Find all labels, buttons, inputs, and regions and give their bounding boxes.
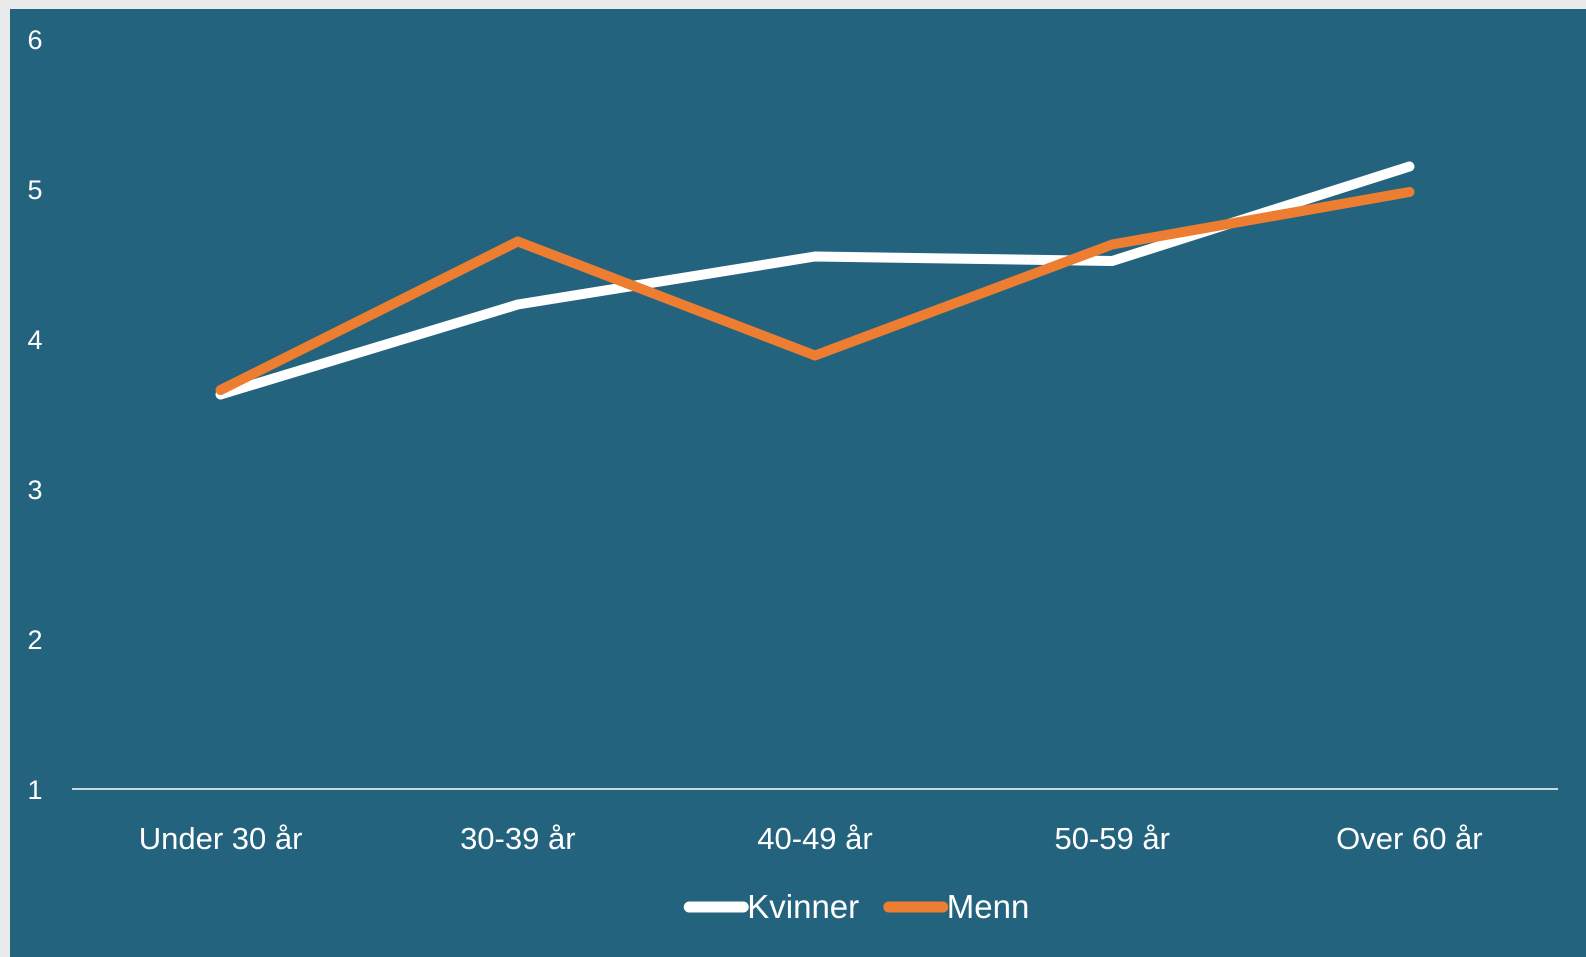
chart-area: 1 2 3 4 5 6 Under 30 år 30-39 år 40-49 år 50-59 … [10, 9, 1586, 957]
data-point-menn [215, 385, 226, 395]
y-tick-label: 3 [27, 475, 42, 505]
y-tick-label: 6 [27, 25, 42, 55]
data-point-menn [1404, 187, 1415, 197]
line-chart: 1 2 3 4 5 6 Under 30 år 30-39 år 40-49 år 50-59 … [27, 25, 1558, 925]
x-axis-tick-labels: Under 30 år 30-39 år 40-49 år 50-59 år Over … [139, 821, 1483, 856]
y-tick-label: 1 [27, 775, 42, 805]
legend: Kvinner Menn [683, 888, 1030, 925]
x-tick-label: 40-49 år [757, 821, 872, 856]
y-tick-label: 4 [27, 325, 42, 355]
data-point-kvinner [1404, 161, 1415, 172]
data-point-kvinner [810, 251, 820, 262]
legend-label-menn: Menn [947, 888, 1030, 925]
x-tick-label: Under 30 år [139, 821, 303, 856]
y-axis-tick-labels: 1 2 3 4 5 6 [27, 25, 42, 805]
data-point-menn [1107, 239, 1118, 250]
series-lines [215, 161, 1415, 400]
x-tick-label: Over 60 år [1336, 821, 1482, 856]
data-point-menn [512, 236, 523, 247]
data-point-kvinner [1107, 256, 1118, 266]
x-tick-label: 30-39 år [460, 821, 575, 856]
y-tick-label: 5 [27, 175, 42, 205]
legend-label-kvinner: Kvinner [747, 888, 859, 925]
x-tick-label: 50-59 år [1054, 821, 1169, 856]
y-tick-label: 2 [27, 625, 42, 655]
data-point-menn [810, 350, 820, 361]
data-point-kvinner [512, 299, 523, 310]
